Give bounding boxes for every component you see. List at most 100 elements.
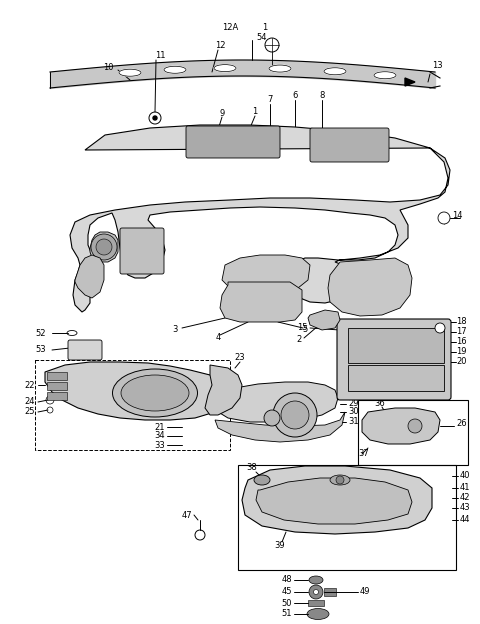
Text: 12A: 12A [222, 24, 238, 32]
Text: 9: 9 [219, 109, 225, 117]
Text: 39: 39 [275, 540, 285, 550]
Ellipse shape [324, 68, 346, 75]
Text: 12: 12 [215, 41, 225, 49]
Text: 30: 30 [348, 407, 359, 416]
Text: 44: 44 [460, 515, 470, 525]
Bar [348, 328, 444, 363]
Ellipse shape [164, 66, 186, 73]
Polygon shape [405, 78, 415, 86]
Text: 4: 4 [216, 333, 221, 343]
Text: 17: 17 [456, 328, 467, 336]
Polygon shape [362, 408, 440, 444]
Polygon shape [220, 282, 302, 322]
Text: 47: 47 [181, 510, 192, 520]
Text: 23: 23 [235, 354, 245, 363]
Polygon shape [90, 232, 118, 262]
Text: 28: 28 [348, 391, 359, 401]
Text: 49: 49 [360, 588, 371, 597]
Bar [47, 382, 67, 390]
Circle shape [408, 419, 422, 433]
Text: 52: 52 [35, 328, 46, 338]
Text: 1: 1 [252, 107, 258, 117]
Ellipse shape [112, 369, 197, 417]
Ellipse shape [254, 475, 270, 485]
Text: 38: 38 [247, 464, 257, 472]
Text: 24: 24 [24, 397, 35, 406]
Bar [348, 365, 444, 391]
FancyBboxPatch shape [337, 319, 451, 400]
Ellipse shape [309, 576, 323, 584]
Text: 50: 50 [281, 598, 292, 608]
Text: 16: 16 [456, 338, 467, 346]
Text: 1: 1 [263, 24, 268, 32]
Text: 21: 21 [155, 422, 165, 432]
Circle shape [153, 116, 157, 120]
Circle shape [313, 590, 319, 595]
Text: 3: 3 [172, 326, 178, 334]
Bar [238, 465, 456, 570]
Ellipse shape [374, 72, 396, 79]
Text: 53: 53 [35, 346, 46, 354]
FancyBboxPatch shape [120, 228, 164, 274]
Text: 26: 26 [456, 419, 467, 429]
Text: 14: 14 [452, 210, 463, 220]
Polygon shape [308, 310, 340, 330]
Polygon shape [70, 125, 450, 312]
Text: 41: 41 [460, 484, 470, 492]
Polygon shape [222, 255, 310, 292]
Text: 48: 48 [281, 575, 292, 585]
Circle shape [435, 323, 445, 333]
Text: 18: 18 [456, 318, 467, 326]
Text: 27: 27 [348, 384, 359, 392]
Text: 6: 6 [292, 92, 298, 100]
Bar [47, 392, 67, 400]
Text: 8: 8 [319, 92, 324, 100]
Text: 2: 2 [297, 336, 302, 344]
Circle shape [96, 239, 112, 255]
Text: 33: 33 [154, 441, 165, 449]
Text: 51: 51 [281, 610, 292, 618]
Bar [308, 600, 324, 606]
Text: 20: 20 [456, 358, 467, 366]
Text: 54: 54 [257, 34, 267, 42]
Text: 5: 5 [302, 326, 308, 334]
Text: 45: 45 [281, 588, 292, 597]
Ellipse shape [269, 65, 291, 72]
Text: 10: 10 [103, 64, 113, 72]
Bar [324, 588, 336, 596]
Text: 15: 15 [298, 323, 308, 333]
Text: 35: 35 [375, 391, 385, 401]
Text: 25: 25 [24, 407, 35, 416]
Polygon shape [45, 362, 228, 420]
Polygon shape [75, 255, 104, 298]
Polygon shape [205, 365, 242, 415]
Ellipse shape [330, 475, 350, 485]
Text: 19: 19 [456, 348, 467, 356]
Ellipse shape [214, 65, 236, 72]
FancyBboxPatch shape [68, 340, 102, 360]
Text: 11: 11 [155, 51, 165, 59]
Polygon shape [212, 382, 338, 422]
Circle shape [336, 476, 344, 484]
Text: 29: 29 [348, 399, 359, 409]
Circle shape [281, 401, 309, 429]
Text: 37: 37 [358, 449, 369, 459]
Text: 34: 34 [155, 432, 165, 441]
Circle shape [91, 234, 117, 260]
FancyBboxPatch shape [186, 126, 280, 158]
Text: 43: 43 [460, 504, 470, 512]
FancyBboxPatch shape [310, 128, 389, 162]
Text: 13: 13 [432, 62, 443, 71]
Text: 40: 40 [460, 472, 470, 480]
Ellipse shape [119, 69, 141, 76]
Text: 22: 22 [24, 381, 35, 389]
Circle shape [264, 410, 280, 426]
Polygon shape [256, 478, 412, 524]
Circle shape [309, 585, 323, 599]
Text: 46: 46 [340, 489, 350, 499]
Text: 8: 8 [355, 296, 360, 305]
Polygon shape [215, 412, 345, 442]
Polygon shape [328, 258, 412, 316]
Circle shape [438, 212, 450, 224]
Text: 36: 36 [374, 399, 385, 409]
